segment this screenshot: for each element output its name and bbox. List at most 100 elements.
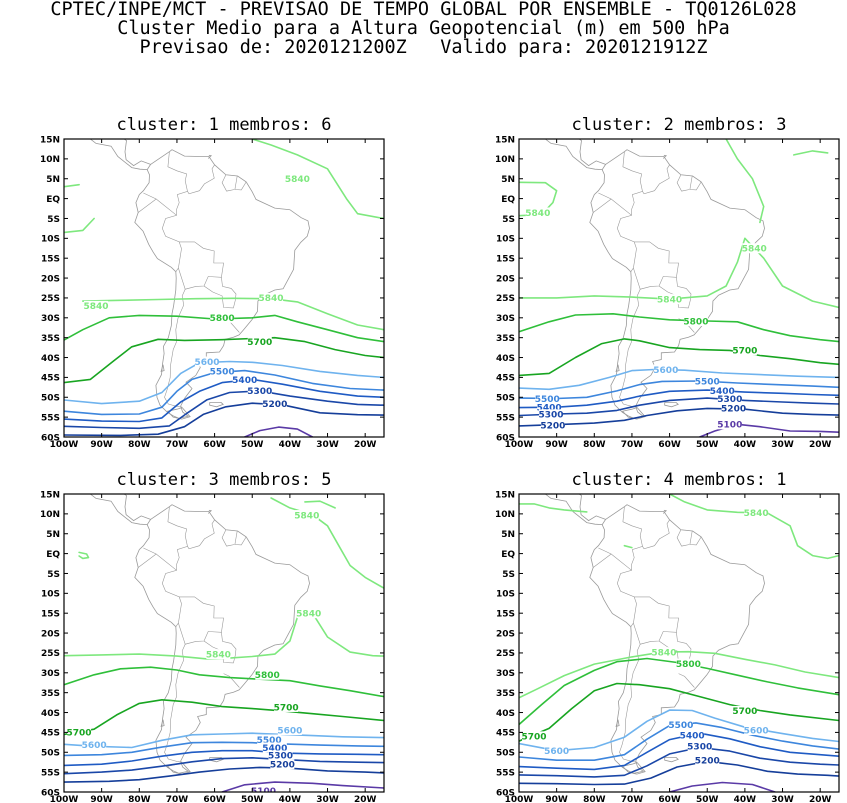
contour-label-bg [676, 658, 701, 669]
country-border [143, 192, 177, 216]
y-tick-label: 20S [496, 629, 515, 639]
contour-label: 5500 [257, 736, 282, 746]
country-border [619, 289, 641, 408]
y-tick-label: 5S [47, 215, 60, 225]
x-tick-label: 70W [621, 795, 644, 803]
contour-5700 [64, 699, 384, 736]
x-tick-label: 20W [354, 795, 377, 803]
contour-label: 5400 [710, 387, 735, 397]
contour-label: 5500 [695, 377, 720, 387]
contour-label: 5500 [210, 368, 235, 378]
contour-label-bg [744, 725, 769, 736]
contour-label: 5200 [270, 760, 295, 770]
y-tick-label: 25S [41, 294, 60, 304]
central-america-coastline [544, 494, 603, 525]
contour-5300 [519, 746, 839, 778]
country-border [666, 519, 670, 533]
contour-label: 5500 [535, 395, 560, 405]
contour-label: 5840 [657, 295, 682, 305]
x-tick-label: 100W [505, 795, 534, 803]
contour-5500 [64, 741, 384, 757]
x-tick-label: 100W [505, 440, 534, 450]
map-area: 5840584058405800570057005600560055005400… [64, 494, 384, 792]
contour-label-bg [535, 393, 560, 404]
contour-label-bg [732, 705, 757, 716]
contour-label-bg [710, 385, 735, 396]
y-tick-label: 50S [496, 394, 515, 404]
cluster-1-panel: cluster: 1 membros: 6 5840 5840 5840 5800 570… [40, 115, 385, 450]
country-border [211, 519, 215, 533]
contour-label: 5200 [695, 757, 720, 767]
contour-5800 [519, 313, 839, 343]
contour-label: 5600 [277, 726, 302, 736]
y-tick-label: EQ [46, 550, 60, 560]
contour-label-bg [84, 300, 108, 311]
contour-label: 5840 [651, 648, 676, 658]
basemap [544, 494, 765, 775]
contour-label-bg [651, 647, 676, 658]
y-tick-label: 30S [41, 314, 60, 324]
y-tick-label: 35S [496, 334, 515, 344]
x-tick-label: 80W [128, 795, 151, 803]
contour-label-bg [268, 750, 293, 761]
country-border [598, 547, 632, 571]
country-border [689, 181, 702, 191]
x-tick-label: 60W [203, 795, 226, 803]
contour-label-bg [717, 393, 742, 404]
y-tick-label: 5S [502, 215, 515, 225]
map-area: 5840584058005700570056005600550054005300… [519, 494, 839, 792]
country-border [211, 164, 215, 178]
country-border [689, 175, 693, 190]
contour-label-bg [247, 385, 272, 396]
country-border [234, 175, 238, 190]
x-tick-label: 90W [90, 440, 113, 450]
y-tick-label: 10N [40, 155, 60, 165]
cluster-3-panel: cluster: 3 membros: 5 5840 5840 5840 5800 570… [40, 470, 385, 803]
country-border [138, 198, 157, 213]
contour-label: 5500 [668, 721, 693, 731]
island-coastline [621, 762, 646, 775]
contour-label: 5400 [262, 744, 287, 754]
contour-label-bg [277, 725, 302, 736]
y-tick-label: 10N [40, 510, 60, 520]
y-tick-label: 50S [41, 394, 60, 404]
country-border [203, 632, 237, 664]
contour-label-bg [657, 294, 682, 305]
contour-5840 [64, 217, 95, 234]
y-tick-label: 60S [496, 788, 515, 798]
contour-label: 5700 [522, 733, 547, 743]
y-tick-label: 5N [46, 530, 60, 540]
x-tick-label: 80W [583, 795, 606, 803]
country-border [630, 267, 634, 272]
country-border [633, 241, 679, 290]
country-border [658, 277, 692, 309]
contour-label-bg [695, 755, 720, 766]
contour-label: 5840 [744, 509, 769, 519]
cluster-2-panel: cluster: 2 membros: 3 5840 5840 5840 5800 570… [495, 115, 840, 450]
x-tick-label: 30W [316, 440, 339, 450]
contour-label: 5840 [259, 294, 284, 304]
y-tick-label: 30S [41, 669, 60, 679]
island-coastline [662, 509, 668, 514]
contour-5200 [64, 402, 384, 437]
contour-label: 5200 [540, 421, 565, 431]
contour-label-bg [232, 374, 257, 385]
contour-label-bg [259, 292, 284, 303]
y-tick-label: 10S [41, 590, 60, 600]
x-tick-label: 100W [50, 440, 79, 450]
contour-label-bg [653, 364, 678, 375]
contour-label: 5600 [544, 747, 569, 757]
country-border [598, 192, 632, 216]
y-tick-label: 5S [502, 570, 515, 580]
contour-5840 [304, 500, 336, 509]
contour-label-bg [206, 649, 231, 660]
y-tick-label: 10S [496, 235, 515, 245]
contour-5840 [64, 612, 384, 660]
x-tick-label: 60W [658, 440, 681, 450]
y-tick-label: 35S [496, 689, 515, 699]
contour-5840 [82, 297, 384, 331]
island-coastline [207, 509, 213, 514]
y-tick-label: 40S [496, 709, 515, 719]
y-tick-label: 45S [496, 729, 515, 739]
x-tick-label: 20W [354, 440, 377, 450]
